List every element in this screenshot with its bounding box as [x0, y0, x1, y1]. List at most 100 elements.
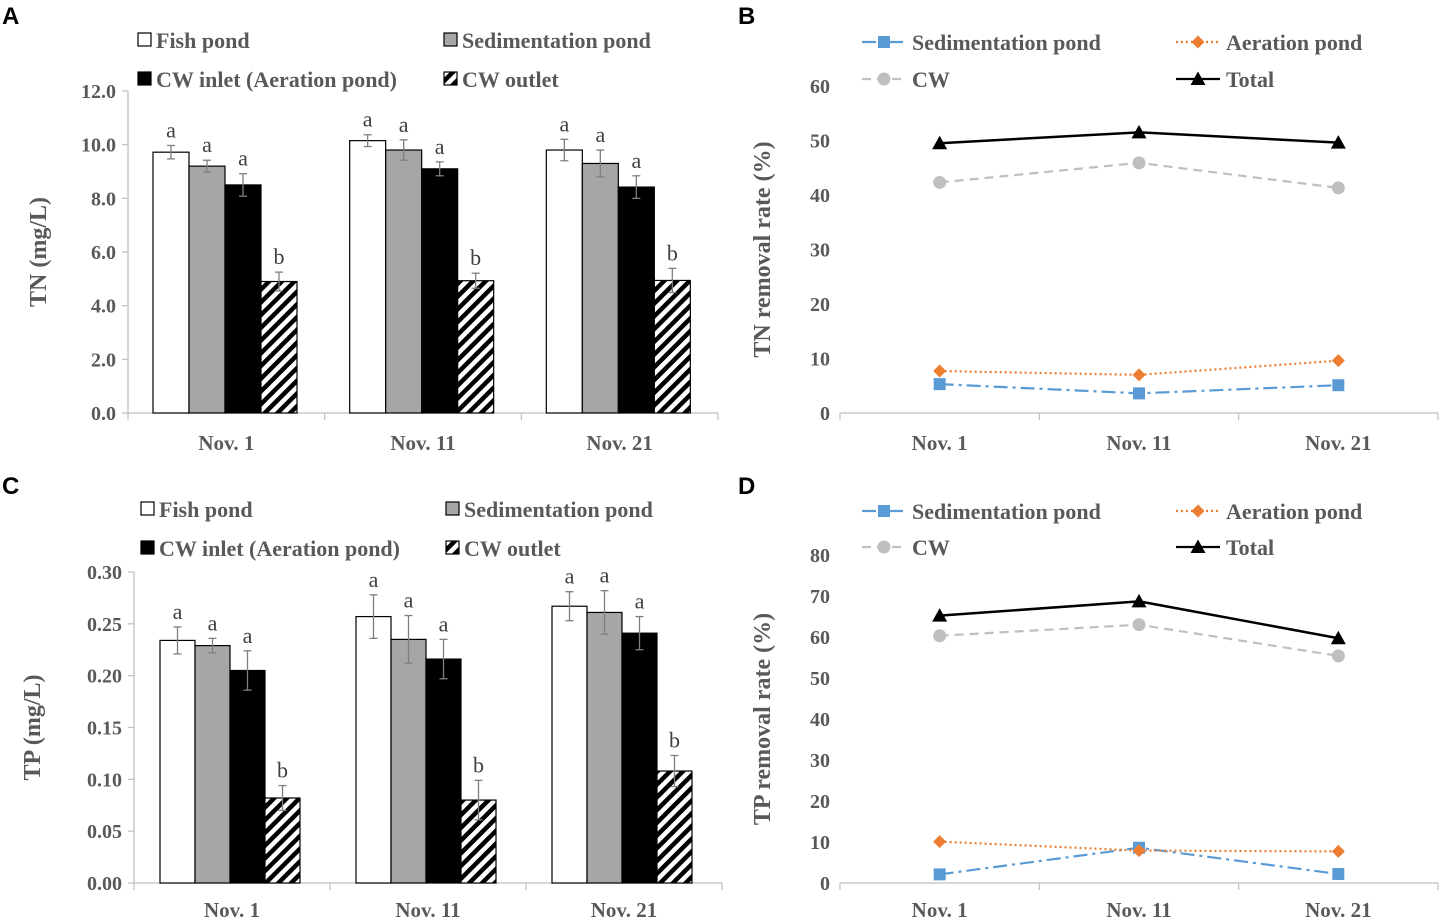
data-point-aer — [1132, 368, 1146, 382]
bar-hatch — [457, 280, 495, 414]
bar-black — [229, 669, 266, 884]
bar-gray — [586, 611, 623, 884]
y-tick-label: 0.15 — [87, 718, 122, 740]
series-line-aer — [939, 359, 1339, 376]
x-category-label: Nov. 21 — [591, 898, 658, 920]
significance-letter: b — [473, 752, 484, 777]
y-tick-label: 0.00 — [87, 873, 122, 895]
panel-c: C Fish pond Sedimentation pond CW inlet (Ae… — [2, 473, 723, 920]
bar-white — [355, 615, 392, 884]
legend-marker-sed — [878, 505, 890, 517]
y-tick-label: 0.10 — [87, 769, 122, 791]
x-category-label: Nov. 21 — [1305, 431, 1372, 455]
legend-label: Fish pond — [159, 497, 253, 522]
legend-marker-aer — [1191, 504, 1205, 518]
y-tick-label: 70 — [810, 586, 830, 608]
significance-letter: a — [238, 146, 248, 171]
legend-swatch-black — [137, 71, 152, 86]
panel-b: B Sedimentation pond Aeration pond CW Total 0… — [738, 3, 1439, 455]
significance-letter: a — [435, 134, 445, 159]
data-point-cw — [1132, 156, 1146, 170]
y-tick-label: 40 — [810, 709, 830, 731]
data-point-sed — [1133, 387, 1145, 400]
y-tick-label: 40 — [810, 185, 830, 207]
y-axis-title: TP (mg/L) — [20, 675, 46, 781]
significance-letter: b — [669, 727, 680, 752]
legend-marker-cw — [877, 72, 891, 86]
x-category-label: Nov. 1 — [198, 431, 254, 455]
data-point-sed — [933, 868, 946, 881]
bar-black — [421, 168, 459, 414]
y-axis-title: TN removal rate (%) — [750, 141, 776, 357]
y-tick-label: 2.0 — [91, 349, 116, 371]
significance-letter: a — [635, 589, 645, 614]
y-tick-label: 0.25 — [87, 614, 122, 636]
y-tick-label: 8.0 — [91, 188, 116, 210]
bar-gray — [385, 149, 423, 414]
panel-d: D Sedimentation pond Aeration pond CW Total 0… — [738, 473, 1439, 920]
panel-label: C — [2, 473, 19, 500]
bar-gray — [194, 645, 231, 884]
significance-letter: a — [439, 611, 449, 636]
significance-letter: a — [208, 610, 218, 635]
significance-letter: a — [166, 117, 176, 142]
legend-label: CW outlet — [462, 67, 559, 92]
panel-label: D — [738, 473, 755, 500]
bar-hatch — [264, 797, 301, 884]
panel-label: B — [738, 3, 755, 30]
x-category-label: Nov. 11 — [1106, 898, 1171, 920]
panel-label: A — [2, 3, 19, 30]
legend-label: CW — [912, 535, 950, 560]
y-tick-label: 0.20 — [87, 666, 122, 688]
bar-gray — [581, 162, 619, 414]
data-point-aer — [1331, 354, 1345, 368]
data-point-aer — [1132, 844, 1146, 858]
significance-letter: a — [404, 588, 414, 613]
y-tick-label: 20 — [810, 294, 830, 316]
legend-swatch-white — [140, 501, 155, 516]
y-axis-title: TN (mg/L) — [26, 197, 52, 307]
legend-label: CW — [912, 67, 950, 92]
bar-white — [152, 151, 190, 414]
legend-marker-aer — [1191, 35, 1205, 49]
x-category-label: Nov. 11 — [395, 898, 460, 920]
y-tick-label: 50 — [810, 668, 830, 690]
data-point-sed — [933, 378, 946, 391]
bar-black — [617, 186, 655, 414]
data-point-aer — [933, 835, 947, 849]
y-tick-label: 10.0 — [81, 135, 116, 157]
significance-letter: a — [363, 107, 373, 132]
x-category-label: Nov. 1 — [912, 898, 968, 920]
data-point-total — [932, 608, 948, 622]
data-point-total — [1330, 135, 1346, 149]
x-category-label: Nov. 1 — [204, 898, 260, 920]
significance-letter: a — [202, 132, 212, 157]
y-tick-label: 80 — [810, 545, 830, 567]
significance-letter: b — [277, 758, 288, 783]
legend-marker-sed — [878, 36, 890, 48]
legend-marker-total — [1190, 71, 1206, 85]
bar-white — [551, 605, 588, 884]
y-tick-label: 30 — [810, 240, 830, 262]
y-tick-label: 12.0 — [81, 81, 116, 103]
bar-black — [425, 658, 462, 884]
panel-a: A Fish pond Sedimentation pond CW inlet (Ae… — [2, 3, 719, 455]
bar-gray — [390, 638, 427, 884]
y-tick-label: 0 — [820, 873, 830, 895]
legend-marker-total — [1190, 539, 1206, 553]
bar-hatch — [656, 770, 693, 884]
significance-letter: b — [667, 240, 678, 265]
bar-gray — [188, 165, 226, 414]
y-tick-label: 60 — [810, 627, 830, 649]
y-tick-label: 0.05 — [87, 821, 122, 843]
bar-black — [224, 184, 262, 414]
legend-label: Sedimentation pond — [464, 497, 653, 522]
x-category-label: Nov. 21 — [1305, 898, 1372, 920]
legend-swatch-hatch — [443, 71, 458, 86]
data-point-cw — [1331, 649, 1345, 663]
data-point-sed — [1332, 867, 1345, 880]
legend-marker-cw — [877, 540, 891, 554]
x-category-label: Nov. 11 — [1106, 431, 1171, 455]
y-tick-label: 0.0 — [91, 403, 116, 425]
data-point-aer — [933, 364, 947, 378]
